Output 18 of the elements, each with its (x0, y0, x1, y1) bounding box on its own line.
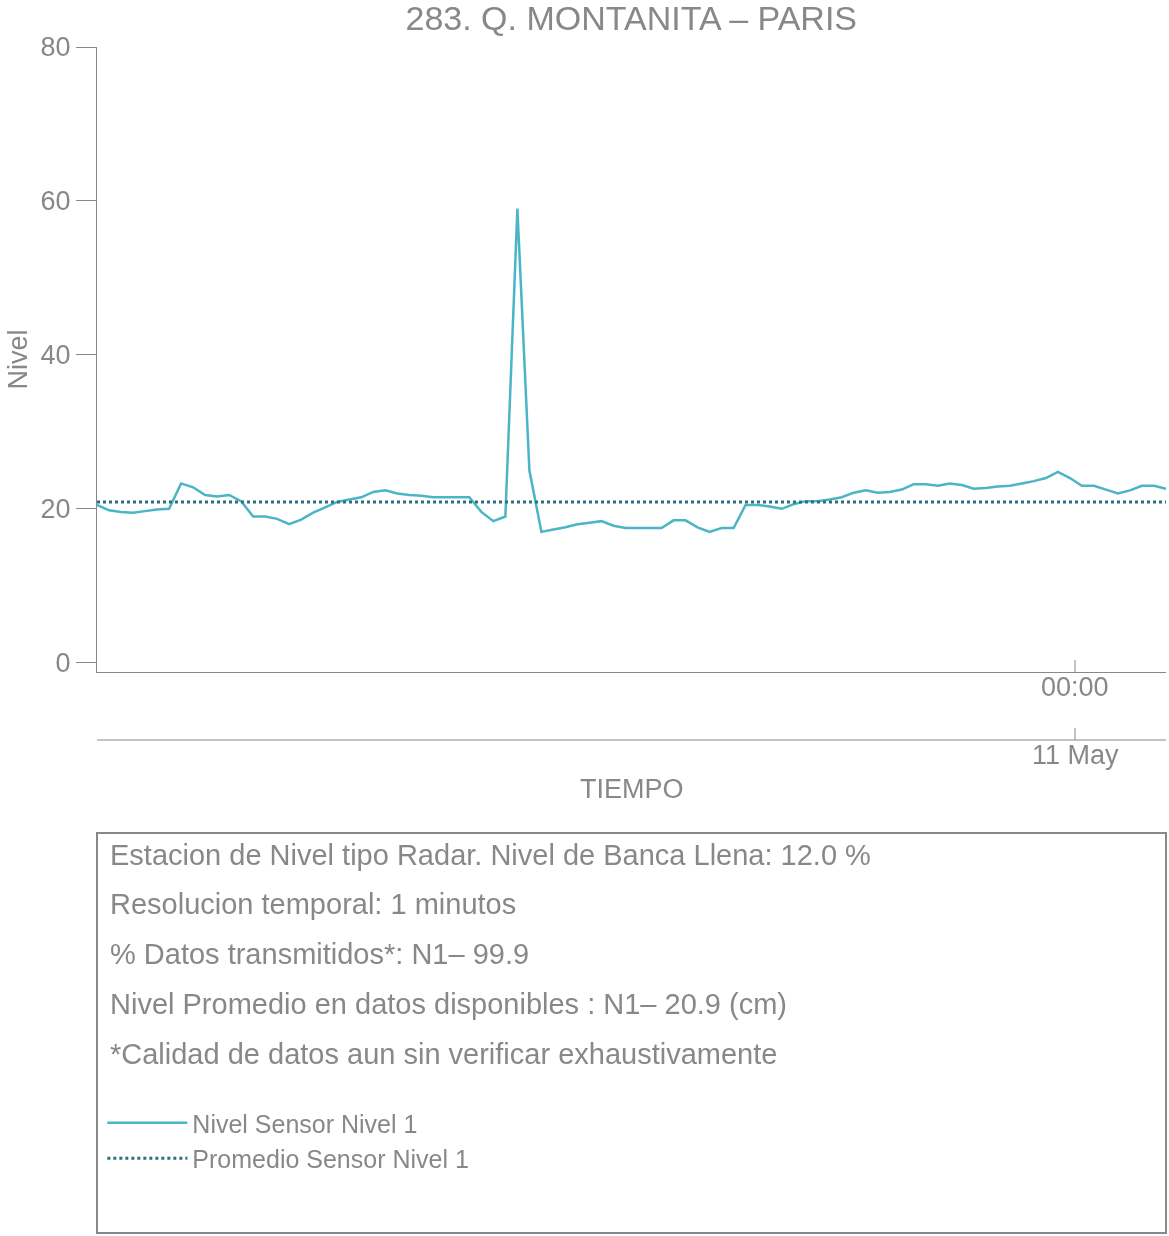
y-axis-title: Nivel (2, 329, 33, 390)
legend-label: Nivel Sensor Nivel 1 (192, 1109, 418, 1138)
y-tick-label: 40 (40, 340, 71, 371)
text: Nivel Promedio en datos disponibles : N1– 20.9 (cm) (110, 988, 787, 1020)
y-tick-label: 0 (55, 648, 71, 679)
y-tick-label: 80 (40, 32, 71, 63)
chart-title: 283. Q. MONTANITA – PARIS (405, 0, 858, 37)
annotation: 00:00 (1041, 672, 1109, 702)
x-axis-title: TIEMPO (580, 774, 684, 804)
legend-label: Promedio Sensor Nivel 1 (192, 1145, 469, 1173)
text: 11 May (1032, 740, 1120, 770)
text: Estacion de Nivel tipo Radar. Nivel de Banca Llena: 12.0 % (110, 839, 871, 871)
line-series (97, 207, 1166, 534)
text: % Datos transmitidos*: N1– 99.9 (110, 938, 530, 970)
y-tick-label: 20 (40, 494, 71, 525)
text: *Calidad de datos aun sin verificar exhaustivamente (110, 1038, 778, 1070)
y-tick-label: 60 (40, 186, 71, 217)
text: Resolucion temporal: 1 minutos (110, 888, 517, 920)
